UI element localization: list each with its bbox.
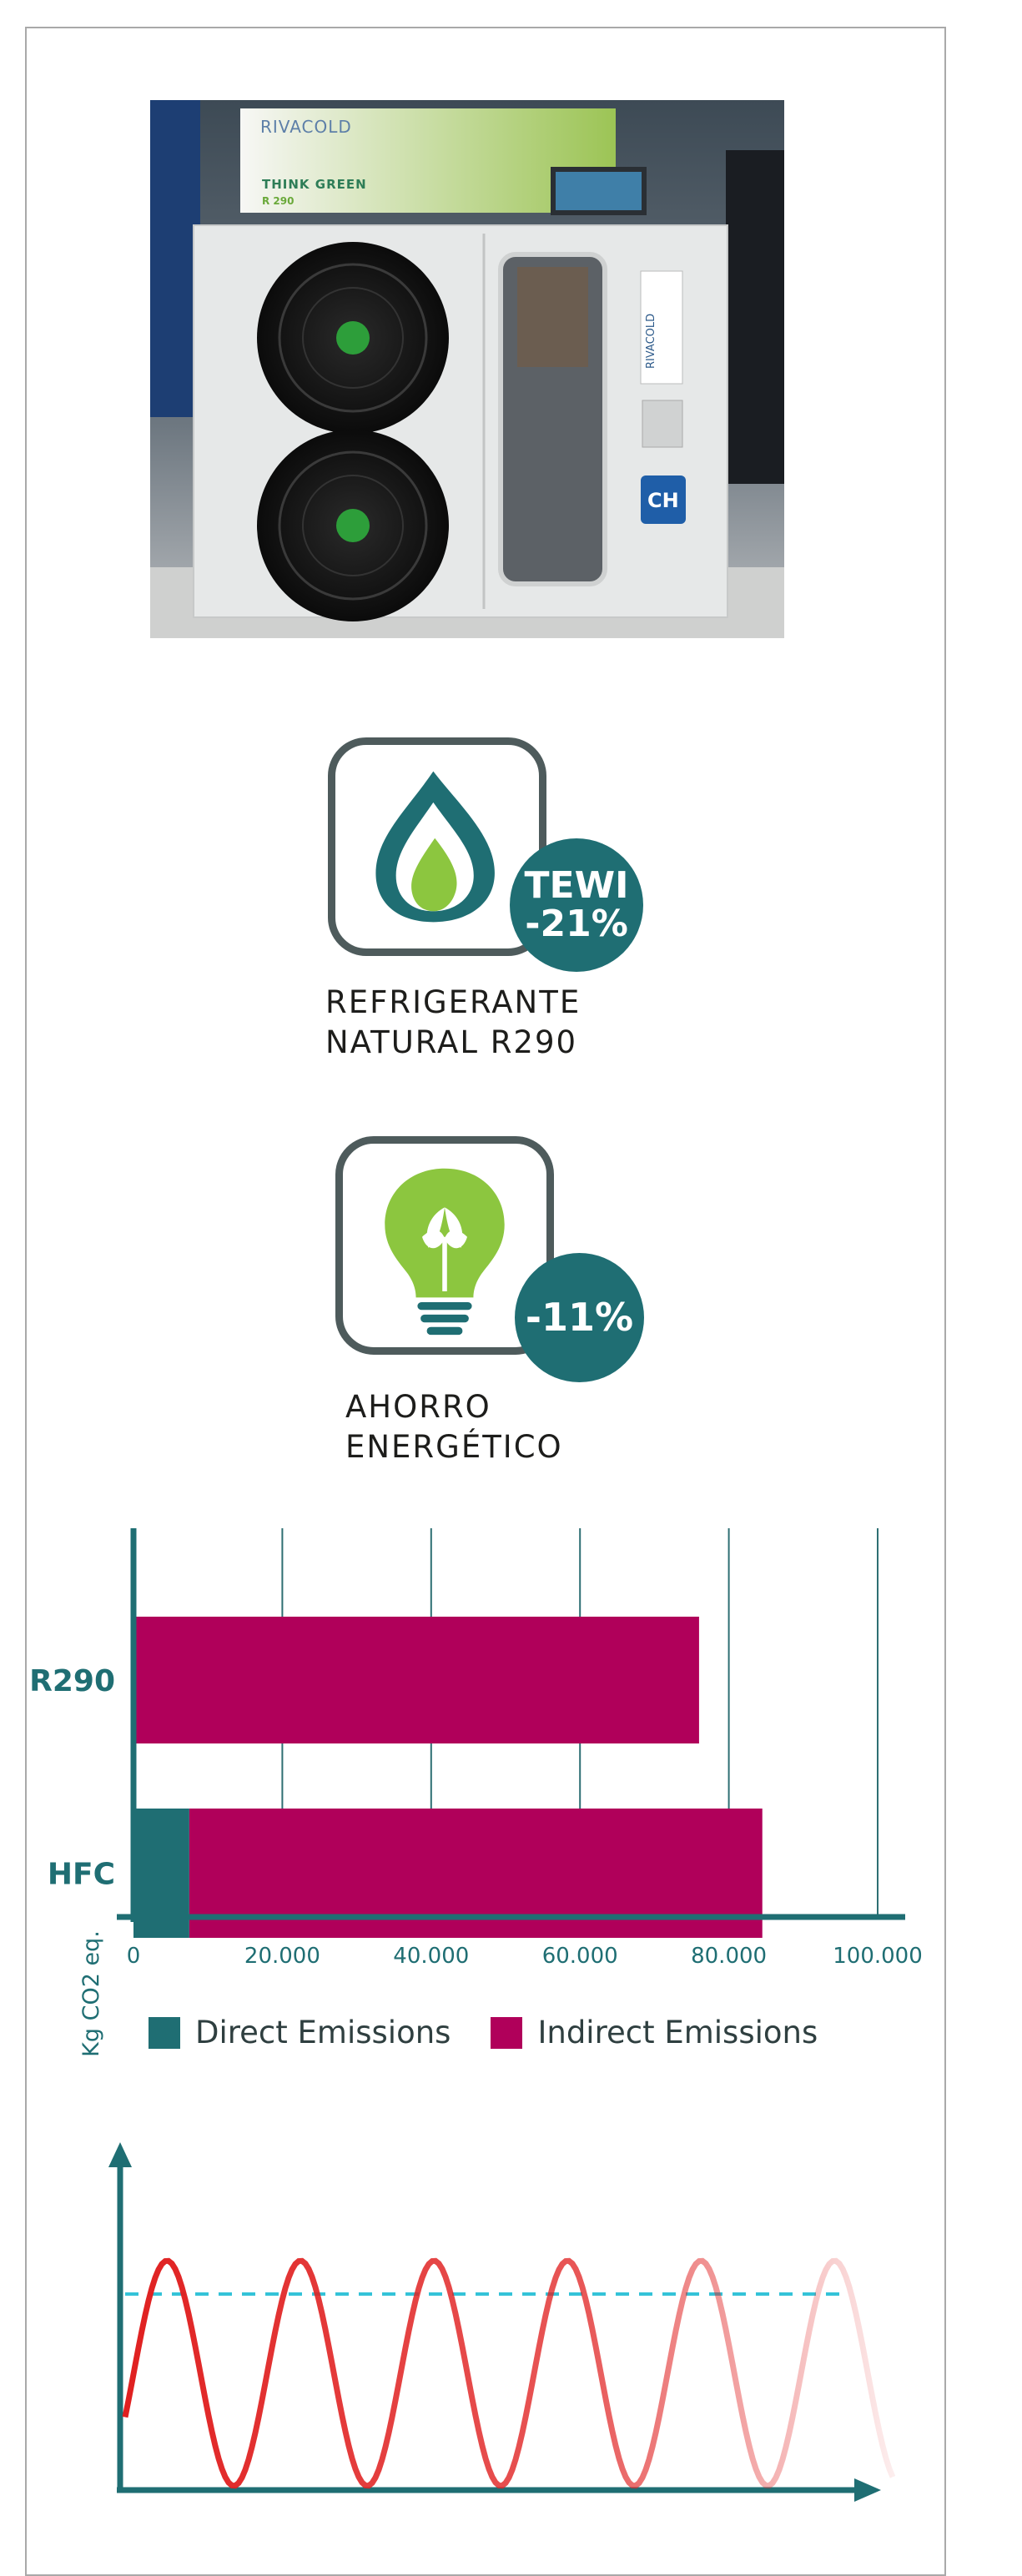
legend-label-indirect: Indirect Emissions <box>537 2015 818 2050</box>
refrigerant-icon-box <box>328 737 546 956</box>
banner-headline: THINK GREEN <box>262 177 367 192</box>
legend-item-indirect: Indirect Emissions <box>491 2015 818 2050</box>
brand-logo: RIVACOLD <box>260 117 352 137</box>
energy-badge-value: -11% <box>525 1295 634 1341</box>
legend-swatch-indirect <box>491 2016 523 2049</box>
x-axis-unit-label: Kg CO2 eq. <box>78 1930 104 2057</box>
category-label-r290: R290 <box>29 1664 115 1698</box>
x-tick-label-0: 0 <box>127 1944 141 1969</box>
oscillation-wave <box>122 2257 896 2489</box>
lightbulb-leaf-icon <box>385 1168 505 1336</box>
energy-caption-line2: ENERGÉTICO <box>345 1429 563 1465</box>
bar-r290-indirect-emissions <box>133 1617 699 1743</box>
product-photo: RIVACOLD THINK GREEN R 290 RIVACOLD CH <box>150 100 784 638</box>
oscillation-x-arrow <box>854 2478 881 2502</box>
x-tick-label-60000: 60.000 <box>542 1944 618 1969</box>
ch-badge: CH <box>647 489 679 512</box>
refrigerant-caption: REFRIGERANTE NATURAL R290 <box>325 983 581 1063</box>
legend-label-direct: Direct Emissions <box>195 2015 451 2050</box>
legend-item-direct: Direct Emissions <box>149 2015 451 2050</box>
tewi-badge: TEWI -21% <box>510 838 643 972</box>
temperature-oscillation-graphic <box>108 2142 896 2502</box>
energy-badge: -11% <box>515 1253 644 1382</box>
refrigerant-caption-line2: NATURAL R290 <box>325 1024 578 1060</box>
category-label-hfc: HFC <box>48 1858 115 1892</box>
chart-legend: Direct Emissions Indirect Emissions <box>149 2015 858 2050</box>
flame-leaf-icon <box>375 771 495 923</box>
oscillation-y-arrow <box>108 2142 132 2167</box>
tewi-bar-chart: R290 HFC 0 20.000 40.000 60.000 80.000 100.000 K… <box>29 1528 923 2057</box>
banner-subtitle: R 290 <box>262 195 295 207</box>
tewi-badge-value: -21% <box>525 903 628 945</box>
refrigerant-caption-line1: REFRIGERANTE <box>325 984 581 1020</box>
x-tick-label-80000: 80.000 <box>691 1944 767 1969</box>
legend-swatch-direct <box>149 2016 180 2049</box>
side-brand-label: RIVACOLD <box>645 313 657 369</box>
x-tick-label-40000: 40.000 <box>393 1944 469 1969</box>
x-tick-label-20000: 20.000 <box>244 1944 320 1969</box>
tewi-badge-label: TEWI <box>524 863 629 907</box>
energy-caption-line1: AHORRO <box>345 1389 491 1425</box>
energy-caption: AHORRO ENERGÉTICO <box>345 1387 563 1467</box>
x-tick-label-100000: 100.000 <box>833 1944 923 1969</box>
